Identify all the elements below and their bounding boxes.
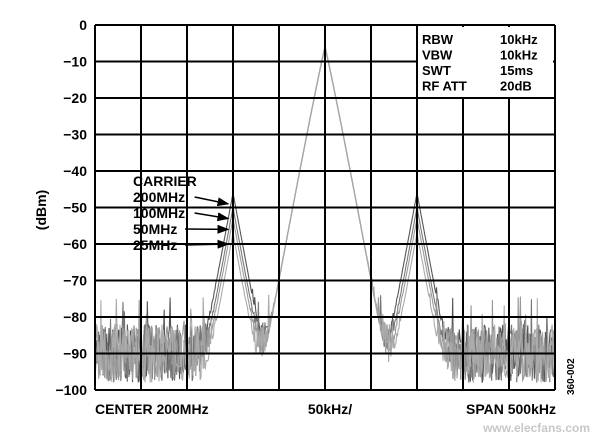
y-tick-label: −30 xyxy=(63,127,87,143)
y-tick-label: −20 xyxy=(63,90,87,106)
carrier-label: 200MHz xyxy=(133,189,185,205)
carrier-label: 100MHz xyxy=(133,205,185,221)
setting-value: 15ms xyxy=(500,63,533,78)
setting-value: 20dB xyxy=(500,79,532,94)
carrier-label: 25MHz xyxy=(133,237,177,253)
setting-value: 10kHz xyxy=(500,32,538,47)
setting-label: SWT xyxy=(422,63,451,78)
watermark: www.elecfans.com xyxy=(482,421,590,435)
setting-label: VBW xyxy=(422,48,453,63)
annotation-arrow xyxy=(195,213,228,218)
annotation-arrow xyxy=(195,197,228,204)
y-tick-label: −90 xyxy=(63,346,87,362)
annotation-arrow xyxy=(185,244,228,245)
scale-label: 50kHz/ xyxy=(308,401,352,417)
y-tick-label: −80 xyxy=(63,309,87,325)
setting-value: 10kHz xyxy=(500,48,538,63)
y-tick-label: −10 xyxy=(63,54,87,70)
y-tick-label: −50 xyxy=(63,200,87,216)
annotation-title: CARRIER xyxy=(133,173,197,189)
figure-id: 360-002 xyxy=(566,358,577,395)
center-label: CENTER 200MHz xyxy=(95,401,209,417)
span-label: SPAN 500kHz xyxy=(466,401,556,417)
setting-label: RBW xyxy=(422,32,454,47)
y-axis-label: (dBm) xyxy=(33,190,49,230)
carrier-label: 50MHz xyxy=(133,221,177,237)
y-tick-label: −40 xyxy=(63,163,87,179)
y-tick-label: −70 xyxy=(63,273,87,289)
setting-label: RF ATT xyxy=(422,79,467,94)
y-tick-label: 0 xyxy=(79,17,87,33)
y-tick-label: −60 xyxy=(63,236,87,252)
y-tick-label: −100 xyxy=(55,382,87,398)
